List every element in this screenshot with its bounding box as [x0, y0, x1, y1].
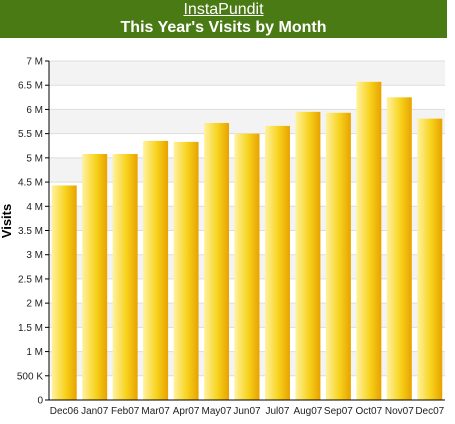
x-tick-label: May07: [202, 406, 232, 417]
x-tick-label: Feb07: [111, 406, 140, 417]
bar-may07[interactable]: [204, 122, 230, 400]
bar-sep07[interactable]: [325, 112, 351, 400]
x-tick-label: Sep07: [324, 406, 353, 417]
y-tick-label: 4 M: [26, 202, 43, 213]
grid-band: [49, 109, 445, 134]
bar-jul07[interactable]: [264, 125, 290, 400]
y-tick-label: 5 M: [26, 153, 43, 164]
x-tick-labels: Dec06 Jan07 Feb07 Mar07 Apr07 May07 Jun07 Jul07…: [50, 406, 445, 417]
bar-apr07[interactable]: [173, 141, 199, 400]
bar-nov07[interactable]: [386, 97, 412, 401]
x-tick-label: Jul07: [266, 406, 290, 417]
bar-feb07[interactable]: [112, 153, 138, 400]
chart-title: This Year's Visits by Month: [120, 19, 327, 36]
y-tick-labels: 0 500 K 1 M 1.5 M 2 M 2.5 M 3 M 3.5 M 4 M 4.5 M 5 …: [17, 57, 49, 407]
x-tick-label: Aug07: [293, 406, 322, 417]
x-tick-label: Jun07: [233, 406, 261, 417]
grid-band: [49, 61, 445, 86]
site-link[interactable]: InstaPundit: [183, 1, 264, 18]
bar-aug07[interactable]: [295, 111, 321, 400]
bar-jan07[interactable]: [82, 153, 108, 400]
y-tick-label: 1.5 M: [18, 323, 43, 334]
x-tick-label: Apr07: [173, 406, 200, 417]
y-tick-label: 2 M: [26, 299, 43, 310]
y-tick-label: 6.5 M: [18, 81, 43, 92]
bar-mar07[interactable]: [143, 140, 169, 400]
bar-oct07[interactable]: [356, 81, 382, 401]
y-tick-label: 500 K: [17, 371, 43, 382]
x-tick-label: Dec06: [50, 406, 79, 417]
chart-header: InstaPundit This Year's Visits by Month: [0, 0, 447, 38]
y-axis-label: Visits: [0, 204, 14, 238]
y-tick-label: 5.5 M: [18, 129, 43, 140]
bar-dec07[interactable]: [417, 118, 443, 400]
y-tick-label: 2.5 M: [18, 274, 43, 285]
y-tick-label: 1 M: [26, 347, 43, 358]
y-tick-label: 3.5 M: [18, 226, 43, 237]
y-tick-label: 6 M: [26, 105, 43, 116]
bar-dec06[interactable]: [51, 185, 77, 400]
x-tick-label: Jan07: [81, 406, 109, 417]
y-tick-label: 0: [37, 396, 43, 407]
x-tick-label: Nov07: [385, 406, 414, 417]
bar-jun07[interactable]: [234, 133, 260, 400]
y-tick-label: 4.5 M: [18, 178, 43, 189]
x-tick-label: Mar07: [141, 406, 170, 417]
y-tick-label: 3 M: [26, 250, 43, 261]
y-tick-label: 7 M: [26, 57, 43, 68]
x-tick-label: Oct07: [356, 406, 383, 417]
bars: [51, 81, 443, 401]
x-tick-label: Dec07: [415, 406, 444, 417]
